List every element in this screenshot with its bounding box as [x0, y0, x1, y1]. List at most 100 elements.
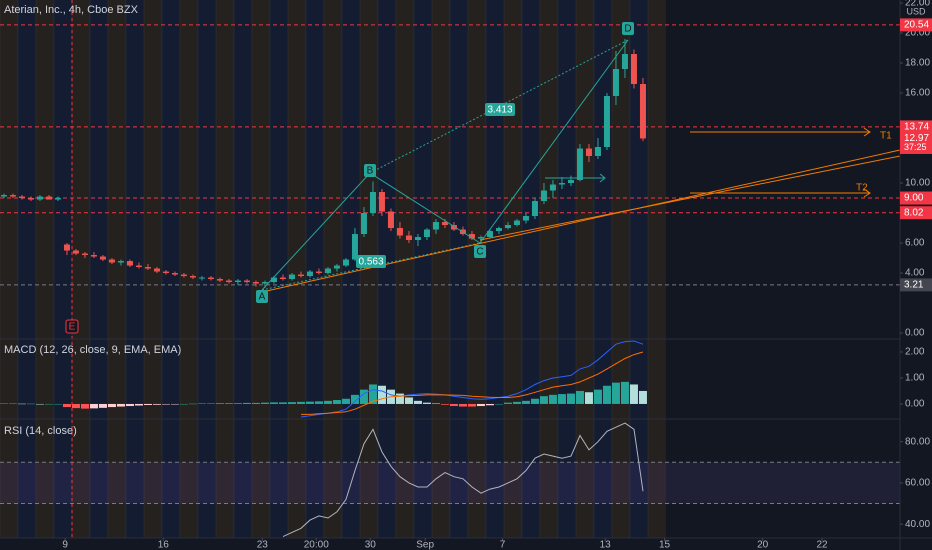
- candle-body: [81, 253, 88, 256]
- histogram-bar: [449, 403, 458, 407]
- session-band: [18, 0, 36, 538]
- candle-body: [540, 190, 547, 202]
- candle-body: [585, 148, 592, 157]
- histogram-bar: [44, 403, 53, 405]
- y-tick-label: 4.00: [905, 268, 925, 279]
- histogram-bar: [557, 394, 566, 404]
- histogram-bar: [161, 403, 170, 405]
- price-tag: [900, 206, 932, 220]
- candle-body: [261, 282, 268, 284]
- session-band: [126, 0, 144, 538]
- session-band: [468, 0, 486, 538]
- session-band: [198, 0, 216, 538]
- point-label: A: [259, 292, 266, 303]
- ratio-label: 0.563: [358, 257, 383, 268]
- candle-body: [189, 276, 196, 278]
- histogram-bar: [620, 381, 629, 404]
- histogram-bar: [62, 403, 71, 408]
- candle-body: [216, 279, 223, 281]
- session-band: [144, 0, 162, 538]
- histogram-bar: [8, 403, 17, 404]
- x-tick-label: 7: [500, 540, 506, 550]
- point-box: [622, 22, 634, 35]
- candle-body: [306, 271, 313, 277]
- histogram-bar: [413, 400, 422, 404]
- pattern-labels: A B C D E 0.563 3.413 T1 T2: [65, 22, 892, 334]
- candle-body: [198, 277, 205, 279]
- candle-body: [9, 195, 16, 197]
- x-tick-label: 16: [158, 540, 170, 550]
- histogram-bar: [188, 403, 197, 405]
- candle-body: [414, 237, 421, 241]
- histogram-bar: [125, 403, 134, 407]
- ratio-label: 3.413: [487, 105, 512, 116]
- candle-body: [252, 282, 259, 284]
- candle-body: [522, 216, 529, 221]
- candle-body: [18, 196, 25, 199]
- candle-body: [504, 225, 511, 229]
- pattern-lines: [261, 39, 629, 291]
- rsi-title: RSI (14, close): [4, 425, 77, 437]
- histogram-bar: [287, 402, 296, 404]
- candle-body: [639, 84, 646, 139]
- session-band: [378, 0, 396, 538]
- candle-body: [333, 265, 340, 269]
- histogram-bar: [629, 384, 638, 404]
- candle-body: [36, 196, 43, 200]
- rsi-pane: [0, 422, 900, 538]
- histogram-bar: [611, 382, 620, 404]
- histogram-bar: [305, 401, 314, 404]
- histogram-bar: [170, 403, 179, 405]
- candle-body: [324, 268, 331, 274]
- session-band: [486, 0, 504, 538]
- candle-body: [72, 250, 79, 254]
- candle-body: [369, 192, 376, 214]
- candle-body: [558, 183, 565, 185]
- histogram-bar: [341, 398, 350, 404]
- indicator-line: [300, 340, 644, 418]
- candle-body: [612, 69, 619, 97]
- candle-body: [45, 196, 52, 200]
- candle-body: [594, 147, 601, 157]
- histogram-bar: [35, 403, 44, 405]
- histogram-bar: [107, 403, 116, 408]
- histogram-bar: [89, 403, 98, 409]
- y-tick-label: 0.00: [905, 328, 925, 339]
- histogram-bar: [98, 403, 107, 408]
- range-arrow-head: [599, 173, 606, 183]
- x-tick-label: 22: [816, 540, 828, 550]
- candle-body: [450, 225, 457, 230]
- histogram-bar: [458, 403, 467, 407]
- histogram-bar: [143, 403, 152, 405]
- candle-body: [27, 198, 34, 200]
- y-tick-label: 1.00: [905, 373, 925, 384]
- histogram-bar: [233, 403, 242, 404]
- histogram-bar: [0, 403, 8, 404]
- countdown-label: 37:25: [904, 142, 927, 152]
- session-band: [90, 0, 108, 538]
- histogram-bar: [404, 397, 413, 404]
- target-arrow: [863, 127, 871, 137]
- candle-body: [297, 274, 304, 277]
- price-tag-label: 3.21: [904, 280, 924, 291]
- point-box: [364, 164, 376, 177]
- y-tick-label: 6.00: [905, 238, 925, 249]
- histogram-bar: [422, 402, 431, 404]
- price-tag-label: 13.74: [904, 122, 929, 133]
- histogram-bar: [476, 403, 485, 407]
- ratio-box: [485, 103, 515, 116]
- candle-body: [171, 273, 178, 275]
- histogram-bar: [71, 403, 80, 409]
- session-band: [72, 0, 90, 538]
- histogram-bar: [314, 401, 323, 404]
- price-pane: [0, 24, 900, 289]
- candle-body: [495, 228, 502, 232]
- candle-body: [441, 222, 448, 226]
- candle-body: [468, 234, 475, 239]
- event-box: [65, 319, 79, 334]
- candle-body: [576, 148, 583, 181]
- session-band: [450, 0, 468, 538]
- macd-pane: [0, 340, 647, 418]
- candle-body: [279, 277, 286, 280]
